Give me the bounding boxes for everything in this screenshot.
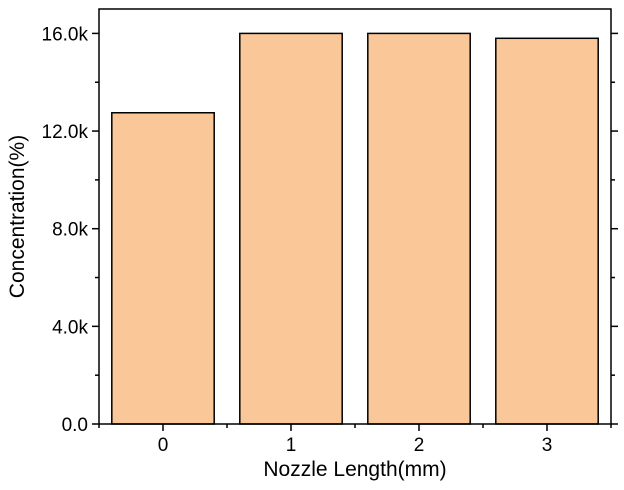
bars-group xyxy=(111,32,599,425)
x-axis-label: Nozzle Length(mm) xyxy=(263,458,446,481)
y-tick-label: 12.0k xyxy=(42,122,89,143)
x-tick-label: 3 xyxy=(542,435,553,456)
bar-3 xyxy=(495,37,599,425)
bar-0 xyxy=(111,112,215,425)
plot-frame xyxy=(98,8,612,425)
x-axis-ticks: 0 1 2 3 xyxy=(98,424,612,456)
x-tick-label: 2 xyxy=(414,435,425,456)
y-axis-ticks: 0.0 4.0k 8.0k 12.0k 16.0k xyxy=(42,24,618,436)
y-axis-label: Concentration(%) xyxy=(6,135,29,298)
y-tick-label: 16.0k xyxy=(42,24,89,45)
y-tick-label: 4.0k xyxy=(52,317,88,338)
bar-2 xyxy=(367,32,471,425)
bar-1 xyxy=(239,32,343,425)
y-tick-label: 8.0k xyxy=(52,220,88,241)
x-tick-label: 0 xyxy=(158,435,169,456)
x-tick-label: 1 xyxy=(286,435,297,456)
y-tick-label: 0.0 xyxy=(62,415,88,436)
